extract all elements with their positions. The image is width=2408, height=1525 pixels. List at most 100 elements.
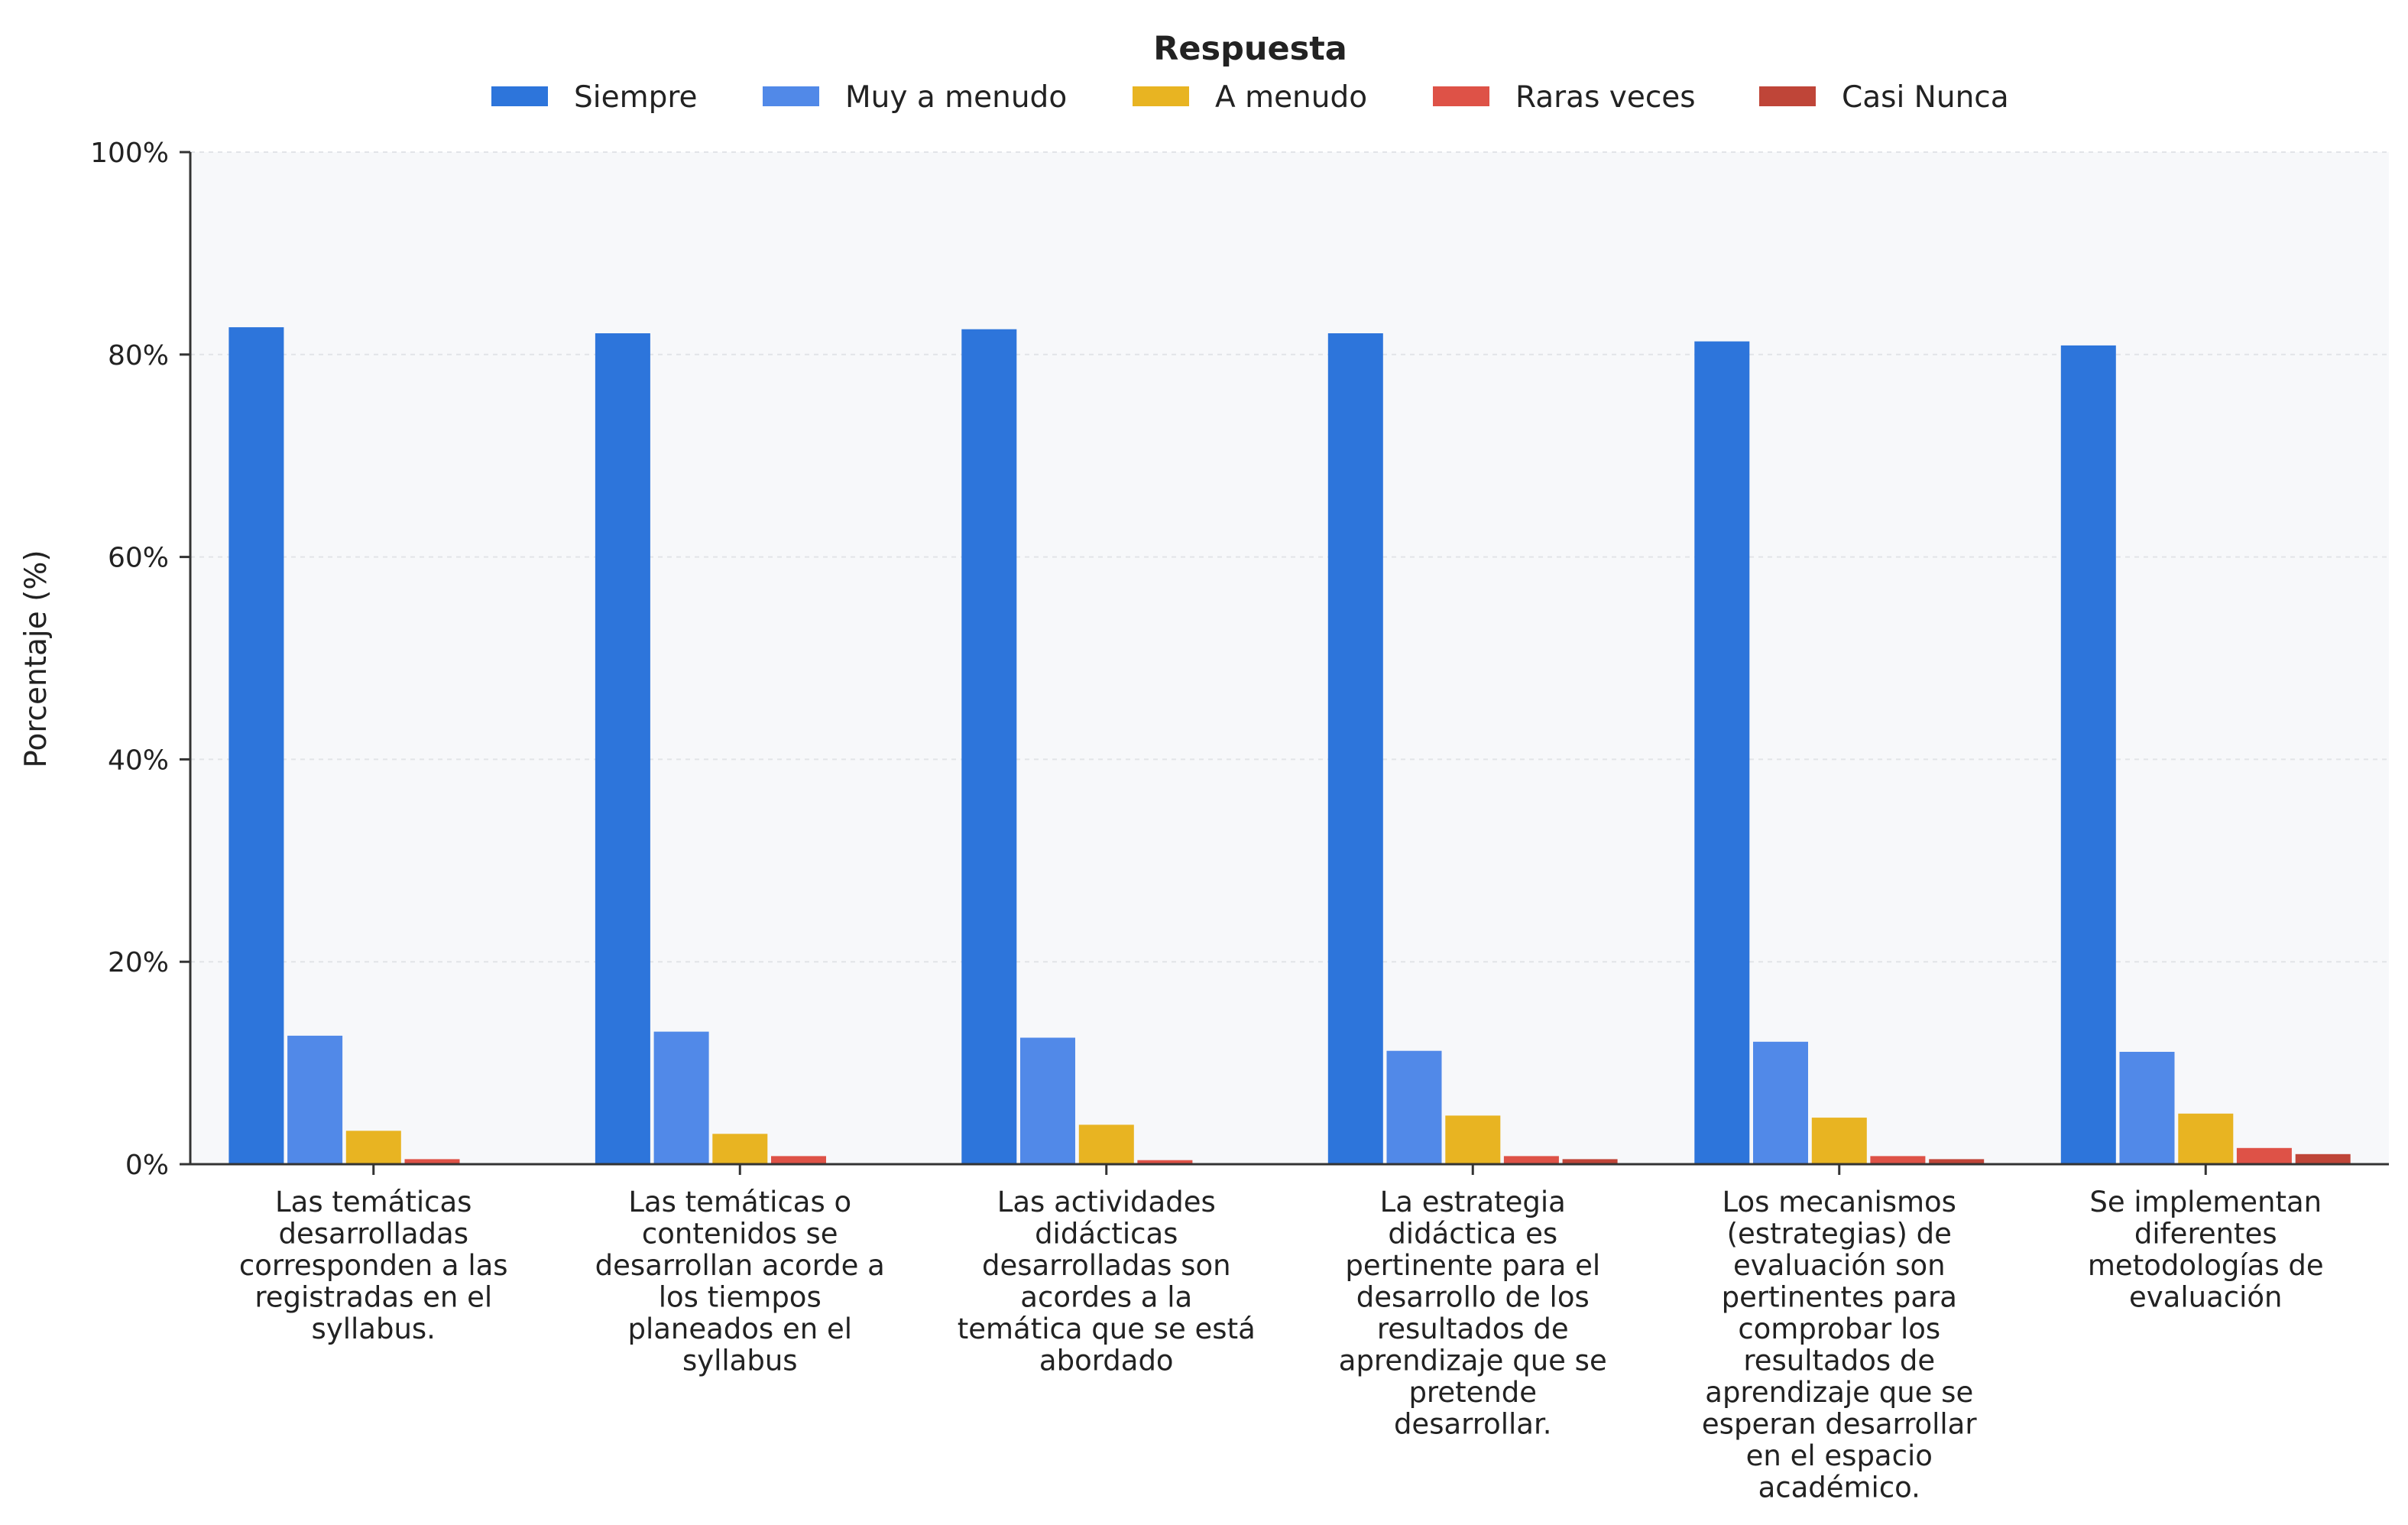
x-tick-label-line: resultados de xyxy=(1743,1345,1935,1377)
bar xyxy=(2178,1113,2234,1164)
x-tick-label-line: syllabus. xyxy=(312,1312,436,1345)
legend-label: Raras veces xyxy=(1515,80,1696,115)
x-tick-label-line: Se implementan xyxy=(2089,1186,2322,1218)
plot-area xyxy=(190,151,2389,1164)
bar xyxy=(2060,345,2116,1164)
y-axis-title: Porcentaje (%) xyxy=(19,550,53,767)
bars-group xyxy=(228,327,2351,1165)
legend-label: Siempre xyxy=(574,80,698,115)
x-tick-label-line: en el espacio xyxy=(1746,1439,1933,1472)
bar xyxy=(287,1035,343,1164)
y-tick-label: 0% xyxy=(125,1150,169,1181)
bar xyxy=(1929,1159,1985,1164)
x-tick-label-line: metodologías de xyxy=(2088,1249,2324,1282)
bar xyxy=(1870,1156,1926,1164)
x-tick-label-line: didácticas xyxy=(1035,1218,1178,1251)
bar xyxy=(1753,1041,1808,1164)
legend-label: Muy a menudo xyxy=(845,80,1067,115)
bar xyxy=(1445,1115,1501,1164)
bar xyxy=(1020,1037,1075,1164)
x-tick-label-line: acordes a la xyxy=(1020,1281,1192,1314)
x-tick-label-line: aprendizaje que se xyxy=(1705,1376,1973,1409)
x-tick-label-line: contenidos se xyxy=(642,1218,838,1251)
bar xyxy=(345,1131,401,1164)
x-tick-label: La estrategia didáctica es pertinente para… xyxy=(1339,1186,1607,1441)
bar xyxy=(1562,1159,1618,1164)
x-tick-label-line: planeados en el xyxy=(627,1312,852,1345)
x-tick-label-line: evaluación xyxy=(2129,1281,2282,1314)
x-tick-label-line: desarrollo de los xyxy=(1356,1281,1590,1314)
x-tick-label-line: desarrollan acorde a xyxy=(595,1249,885,1282)
x-tick-label-line: Las actividades xyxy=(997,1186,1216,1218)
legend-swatch xyxy=(491,86,548,106)
legend-label: Casi Nunca xyxy=(1842,80,2009,115)
x-tick-label: Los mecanismos (estrategias) de evaluación… xyxy=(1702,1186,1977,1504)
category-labels-group: Las temáticas desarrolladas corresponden a… xyxy=(239,1186,2324,1504)
legend-title: Respuesta xyxy=(1153,30,1347,68)
bar xyxy=(2295,1153,2351,1164)
bar xyxy=(595,333,650,1164)
legend: Respuesta Siempre Muy a menudo A menudo Rar… xyxy=(491,30,2009,115)
x-tick-label-line: aprendizaje que se xyxy=(1339,1345,1607,1377)
x-tick-label-line: pretende xyxy=(1408,1376,1537,1409)
y-tick-label: 80% xyxy=(108,340,169,372)
bar xyxy=(1137,1160,1193,1164)
x-tick-label-line: didáctica es xyxy=(1388,1218,1557,1251)
y-tick-label: 20% xyxy=(108,947,169,978)
x-tick-label-line: La estrategia xyxy=(1380,1186,1566,1218)
legend-items: Siempre Muy a menudo A menudo Raras veces Ca… xyxy=(491,80,2009,115)
x-tick-label-line: pertinente para el xyxy=(1345,1249,1600,1282)
legend-item: Siempre xyxy=(491,80,698,115)
legend-swatch xyxy=(1133,86,1189,106)
x-tick-label-line: los tiempos xyxy=(659,1281,822,1314)
x-tick-label-line: (estrategias) de xyxy=(1727,1218,1952,1251)
legend-swatch xyxy=(1759,86,1816,106)
x-tick-label-line: Los mecanismos xyxy=(1723,1186,1956,1218)
x-tick-label-line: evaluación son xyxy=(1733,1249,1946,1282)
x-tick-label-line: Las temáticas o xyxy=(628,1186,851,1218)
bar xyxy=(653,1031,709,1164)
x-tick-label-line: desarrolladas son xyxy=(982,1249,1231,1282)
bar xyxy=(1503,1156,1559,1164)
legend-item: Casi Nunca xyxy=(1759,80,2009,115)
legend-label: A menudo xyxy=(1215,80,1367,115)
axes-group: 0% 20% 40% 60% 80% 100% xyxy=(90,138,2389,1181)
x-tick-label-line: corresponden a las xyxy=(239,1249,508,1282)
bar xyxy=(771,1156,826,1164)
legend-swatch xyxy=(1433,86,1489,106)
x-tick-label-line: esperan desarrollar xyxy=(1702,1408,1977,1441)
bar xyxy=(2236,1147,2292,1164)
y-tick-label: 100% xyxy=(90,138,169,169)
x-tick-label-line: temática que se está xyxy=(958,1312,1256,1345)
bar xyxy=(712,1134,768,1164)
x-tick-label-line: resultados de xyxy=(1377,1312,1569,1345)
legend-item: A menudo xyxy=(1133,80,1367,115)
x-tick-label-line: registradas en el xyxy=(254,1281,492,1314)
x-tick-label-line: comprobar los xyxy=(1738,1312,1940,1345)
bar xyxy=(228,327,284,1165)
x-tick-label-line: académico. xyxy=(1758,1471,1920,1504)
legend-item: Muy a menudo xyxy=(763,80,1067,115)
x-tick-label: Las actividades didácticas desarrolladas s… xyxy=(958,1186,1256,1377)
bar xyxy=(961,329,1017,1165)
bar xyxy=(2119,1052,2175,1164)
x-tick-label-line: Las temáticas xyxy=(275,1186,472,1218)
x-tick-label-line: diferentes xyxy=(2134,1218,2277,1251)
x-tick-label: Las temáticas o contenidos se desarrollan … xyxy=(595,1186,885,1377)
legend-swatch xyxy=(763,86,819,106)
bar xyxy=(1386,1050,1442,1164)
y-tick-label: 60% xyxy=(108,543,169,574)
y-tick-label: 40% xyxy=(108,745,169,776)
x-tick-label: Las temáticas desarrolladas corresponden a… xyxy=(239,1186,508,1345)
bar xyxy=(1694,341,1750,1165)
bar xyxy=(1327,333,1383,1164)
bar xyxy=(1078,1124,1134,1164)
bar xyxy=(404,1159,460,1164)
x-tick-label-line: pertinentes para xyxy=(1722,1281,1957,1314)
plot-background xyxy=(190,152,2389,1164)
legend-item: Raras veces xyxy=(1433,80,1696,115)
x-tick-label-line: desarrolladas xyxy=(279,1218,468,1251)
x-tick-label-line: desarrollar. xyxy=(1394,1408,1552,1441)
